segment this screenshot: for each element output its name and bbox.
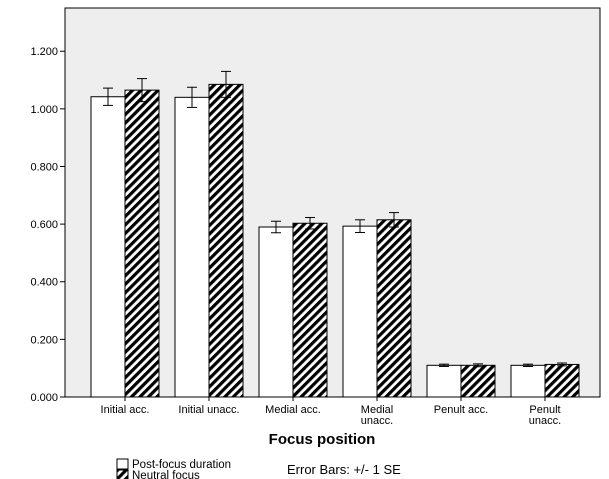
legend-label: Neutral focus <box>132 470 200 479</box>
legend-swatch <box>116 458 129 470</box>
y-tick-label: 0.800 <box>30 161 58 173</box>
x-tick-label: Medial unacc. <box>361 404 393 427</box>
bar <box>510 364 546 398</box>
x-tick-label: Initial acc. <box>101 404 150 416</box>
bar <box>90 96 126 398</box>
x-tick-label: Penult unacc. <box>529 404 561 427</box>
error-bars-note: Error Bars: +/- 1 SE <box>287 462 401 477</box>
legend-swatch <box>116 469 129 479</box>
bar <box>292 222 328 398</box>
bar <box>426 364 462 398</box>
y-tick-label: 0.600 <box>30 219 58 231</box>
y-tick-label: 0.400 <box>30 277 58 289</box>
x-tick-label: Penult acc. <box>434 404 488 416</box>
y-tick-label: 1.200 <box>30 46 58 58</box>
bar <box>124 89 160 398</box>
bar <box>258 226 294 398</box>
bar <box>208 83 244 398</box>
bar <box>174 96 210 398</box>
y-tick-label: 0.200 <box>30 334 58 346</box>
bar <box>376 219 412 398</box>
legend-label: Post-focus duration <box>132 459 231 471</box>
y-tick-label: 1.000 <box>30 104 58 116</box>
y-tick-label: 0.000 <box>30 392 58 404</box>
x-axis-title: Focus position <box>269 431 376 448</box>
x-tick-label: Initial unacc. <box>178 404 239 416</box>
bar <box>460 364 496 398</box>
bar <box>342 225 378 398</box>
bar <box>544 363 580 398</box>
x-tick-label: Medial acc. <box>265 404 321 416</box>
